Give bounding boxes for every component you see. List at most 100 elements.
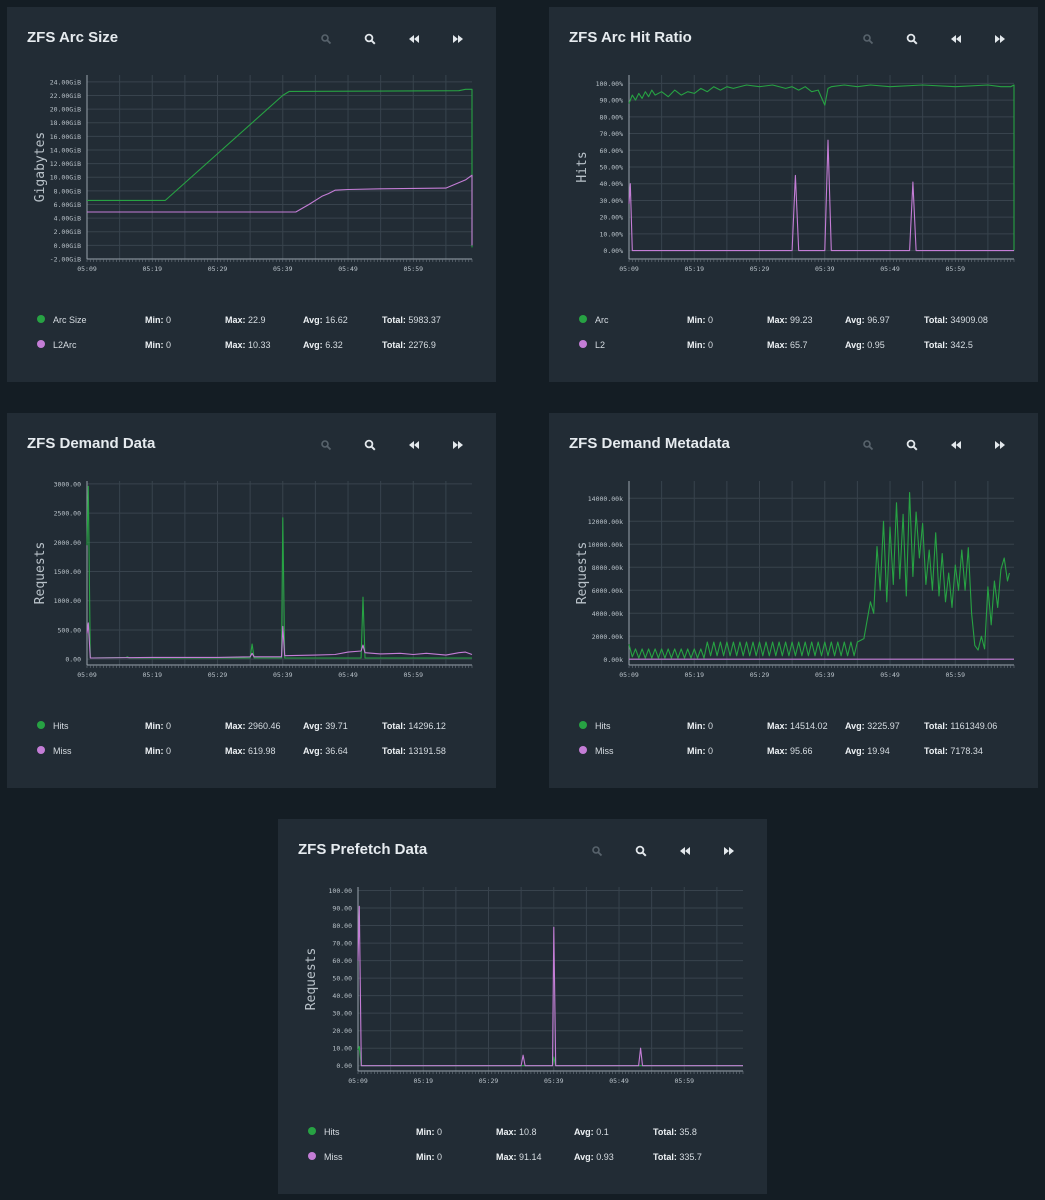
stat-label-avg: Avg: bbox=[845, 721, 865, 731]
rewind-icon bbox=[679, 846, 691, 856]
legend-row[interactable]: Miss Min: 0 Max: 91.14 Avg: 0.93 Total: 335.… bbox=[306, 1152, 746, 1177]
legend-row[interactable]: Miss Min: 0 Max: 619.98 Avg: 36.64 Total: 13… bbox=[35, 746, 475, 771]
stat-value-max: 10.33 bbox=[248, 340, 271, 350]
zoom-out-button[interactable] bbox=[304, 437, 348, 453]
legend-stat-max: Max: 65.7 bbox=[767, 340, 808, 350]
x-tick-label: 05:39 bbox=[815, 265, 835, 273]
legend-stat-avg: Avg: 36.64 bbox=[303, 746, 348, 756]
legend-row[interactable]: Arc Min: 0 Max: 99.23 Avg: 96.97 Total: 3490… bbox=[577, 315, 1017, 340]
stat-label-max: Max: bbox=[225, 315, 246, 325]
y-tick-label: 50.00% bbox=[600, 164, 624, 172]
legend-stat-max: Max: 2960.46 bbox=[225, 721, 281, 731]
y-tick-label: 0.00k bbox=[603, 656, 623, 664]
stat-label-total: Total: bbox=[382, 721, 406, 731]
legend-stat-avg: Avg: 0.1 bbox=[574, 1127, 609, 1137]
y-tick-label: 0.00% bbox=[603, 247, 623, 255]
legend-stat-avg: Avg: 16.62 bbox=[303, 315, 348, 325]
chart-svg: 100.00 90.00 80.00 70.00 60.00 50.00 40.00 30.0… bbox=[304, 887, 744, 1085]
chart-toolbar bbox=[846, 437, 1022, 453]
stat-label-total: Total: bbox=[924, 721, 948, 731]
stat-value-total: 5983.37 bbox=[408, 315, 441, 325]
stat-label-avg: Avg: bbox=[303, 340, 323, 350]
y-tick-label: 100.00 bbox=[329, 887, 353, 895]
stat-label-min: Min: bbox=[145, 315, 164, 325]
stat-value-max: 95.66 bbox=[790, 746, 813, 756]
stat-label-avg: Avg: bbox=[303, 315, 323, 325]
x-tick-label: 05:49 bbox=[880, 671, 900, 679]
zoom-out-button[interactable] bbox=[846, 437, 890, 453]
legend-stat-total: Total: 13191.58 bbox=[382, 746, 446, 756]
x-tick-label: 05:09 bbox=[77, 671, 97, 679]
legend-row[interactable]: Hits Min: 0 Max: 2960.46 Avg: 39.71 Total: 1… bbox=[35, 721, 475, 746]
y-tick-label: 4.00GiB bbox=[54, 215, 81, 223]
rewind-button[interactable] bbox=[663, 843, 707, 859]
y-tick-label: 18.00GiB bbox=[50, 119, 81, 127]
y-tick-label: 100.00% bbox=[596, 80, 623, 88]
zoom-in-button[interactable] bbox=[890, 437, 934, 453]
stat-label-min: Min: bbox=[687, 721, 706, 731]
stat-value-avg: 3225.97 bbox=[867, 721, 900, 731]
stat-value-total: 7178.34 bbox=[950, 746, 983, 756]
legend-row[interactable]: L2 Min: 0 Max: 65.7 Avg: 0.95 Total: 342.5 bbox=[577, 340, 1017, 365]
rewind-button[interactable] bbox=[392, 437, 436, 453]
stat-value-total: 35.8 bbox=[679, 1127, 697, 1137]
stat-value-max: 22.9 bbox=[248, 315, 266, 325]
legend-row[interactable]: Hits Min: 0 Max: 10.8 Avg: 0.1 Total: 35.8 bbox=[306, 1127, 746, 1152]
legend-row[interactable]: Hits Min: 0 Max: 14514.02 Avg: 3225.97 Total… bbox=[577, 721, 1017, 746]
rewind-button[interactable] bbox=[934, 437, 978, 453]
zoom-in-button[interactable] bbox=[348, 437, 392, 453]
legend-color-dot bbox=[579, 340, 587, 348]
legend-stat-total: Total: 34909.08 bbox=[924, 315, 988, 325]
chart-toolbar bbox=[846, 31, 1022, 47]
y-tick-label: 60.00% bbox=[600, 147, 624, 155]
x-tick-label: 05:09 bbox=[77, 265, 97, 273]
stat-label-avg: Avg: bbox=[845, 746, 865, 756]
x-tick-label: 05:29 bbox=[479, 1077, 499, 1085]
fast-forward-icon bbox=[452, 440, 464, 450]
chart-toolbar bbox=[304, 437, 480, 453]
zoom-in-button[interactable] bbox=[890, 31, 934, 47]
stat-value-min: 0 bbox=[437, 1127, 443, 1137]
series-line-miss bbox=[86, 622, 473, 659]
y-tick-label: 6.00GiB bbox=[54, 201, 81, 209]
y-tick-label: 2000.00k bbox=[592, 633, 623, 641]
legend-stat-avg: Avg: 6.32 bbox=[303, 340, 343, 350]
series-line-hits bbox=[86, 485, 472, 659]
chart-area: 100.00 90.00 80.00 70.00 60.00 50.00 40.00 30.0… bbox=[278, 871, 767, 1099]
y-tick-label: 20.00% bbox=[600, 214, 624, 222]
stat-label-max: Max: bbox=[767, 340, 788, 350]
zoom-out-button[interactable] bbox=[304, 31, 348, 47]
panel-zfs-demand-metadata: ZFS Demand Metadata 14000.00k 12000.00k 100… bbox=[549, 413, 1038, 788]
legend-row[interactable]: L2Arc Min: 0 Max: 10.33 Avg: 6.32 Total: 227… bbox=[35, 340, 475, 365]
x-tick-label: 05:59 bbox=[674, 1077, 694, 1085]
rewind-button[interactable] bbox=[934, 31, 978, 47]
legend-stat-min: Min: 0 bbox=[416, 1127, 442, 1137]
fast-forward-button[interactable] bbox=[707, 843, 751, 859]
legend-color-dot bbox=[579, 746, 587, 754]
rewind-button[interactable] bbox=[392, 31, 436, 47]
legend-stat-total: Total: 2276.9 bbox=[382, 340, 436, 350]
legend-stat-avg: Avg: 19.94 bbox=[845, 746, 890, 756]
stat-value-total: 1161349.06 bbox=[950, 721, 998, 731]
legend-stat-total: Total: 5983.37 bbox=[382, 315, 441, 325]
legend-color-dot bbox=[308, 1127, 316, 1135]
legend-row[interactable]: Miss Min: 0 Max: 95.66 Avg: 19.94 Total: 717… bbox=[577, 746, 1017, 771]
chart-legend: Arc Min: 0 Max: 99.23 Avg: 96.97 Total: 3490… bbox=[577, 315, 1017, 365]
fast-forward-button[interactable] bbox=[436, 31, 480, 47]
stat-label-max: Max: bbox=[767, 315, 788, 325]
x-tick-label: 05:19 bbox=[142, 671, 162, 679]
y-tick-label: 80.00% bbox=[600, 113, 624, 121]
legend-stat-avg: Avg: 39.71 bbox=[303, 721, 348, 731]
rewind-icon bbox=[950, 440, 962, 450]
zoom-in-button[interactable] bbox=[348, 31, 392, 47]
zoom-out-button[interactable] bbox=[575, 843, 619, 859]
zoom-in-button[interactable] bbox=[619, 843, 663, 859]
y-tick-label: -2.00GiB bbox=[50, 256, 81, 264]
legend-row[interactable]: Arc Size Min: 0 Max: 22.9 Avg: 16.62 Total: … bbox=[35, 315, 475, 340]
stat-value-total: 13191.58 bbox=[408, 746, 446, 756]
fast-forward-button[interactable] bbox=[978, 437, 1022, 453]
fast-forward-button[interactable] bbox=[436, 437, 480, 453]
fast-forward-button[interactable] bbox=[978, 31, 1022, 47]
stat-label-min: Min: bbox=[145, 721, 164, 731]
zoom-out-button[interactable] bbox=[846, 31, 890, 47]
